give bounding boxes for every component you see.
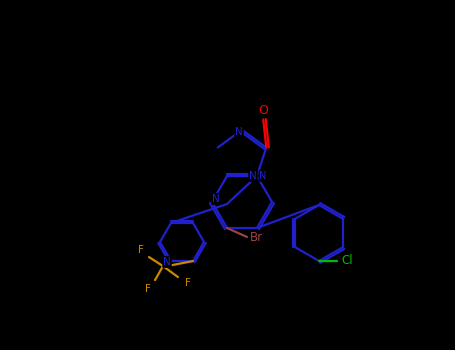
Text: N: N (259, 171, 267, 181)
Text: N: N (249, 171, 257, 181)
Text: F: F (138, 245, 144, 255)
Text: N: N (163, 257, 171, 267)
Text: F: F (185, 278, 191, 288)
Text: O: O (258, 104, 268, 117)
Text: N: N (212, 194, 220, 204)
Text: F: F (145, 284, 151, 294)
Text: Cl: Cl (341, 254, 353, 267)
Text: N: N (235, 127, 243, 137)
Text: Br: Br (249, 231, 263, 245)
